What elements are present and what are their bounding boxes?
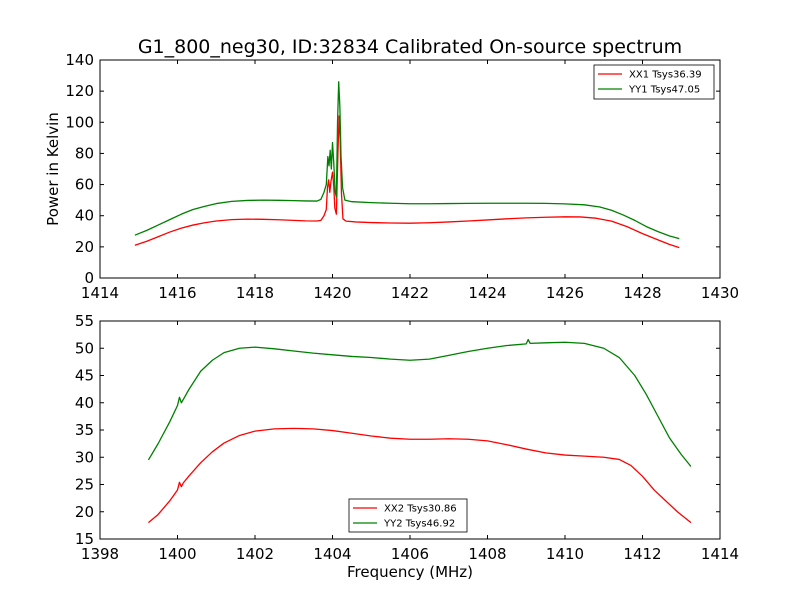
bottom-series-line-xx2	[148, 427, 692, 524]
top-x-tick-label: 1416	[158, 284, 196, 302]
bottom-y-tick-label: 55	[75, 312, 94, 330]
bottom-x-tick-label: 1410	[546, 545, 584, 563]
top-legend-label-yy1: YY1 Tsys47.05	[628, 85, 700, 96]
bottom-x-tick-label: 1412	[623, 545, 661, 563]
top-y-tick-label: 100	[65, 113, 94, 131]
bottom-chart: 1398 1400 1402 1404 1406 1408 1410 1412 1414 15 20…	[75, 312, 739, 581]
bottom-series-layer	[147, 338, 692, 524]
bottom-y-tick-label: 40	[75, 394, 94, 412]
top-series-layer	[134, 81, 680, 249]
bottom-y-tick-label: 50	[75, 339, 94, 357]
bottom-y-tick-label: 35	[75, 421, 94, 439]
top-series-line-yy1	[134, 81, 680, 240]
top-y-tick-label: 20	[75, 238, 94, 256]
bottom-y-tick-label: 45	[75, 367, 94, 385]
top-ticks-layer: 1414 1416 1418 1420 1422 1424 1426 1428 1430 0 20 4…	[65, 51, 739, 302]
bottom-ticks-layer: 1398 1400 1402 1404 1406 1408 1410 1412 1414 15 20…	[75, 312, 739, 563]
bottom-legend-label-xx2: XX2 Tsys30.86	[384, 504, 457, 515]
top-legend-label-xx1: XX1 Tsys36.39	[629, 70, 702, 81]
bottom-series-line-yy2	[147, 338, 692, 467]
bottom-y-tick-label: 15	[75, 530, 94, 548]
chart-title: G1_800_neg30, ID:32834 Calibrated On-sou…	[138, 36, 682, 58]
top-x-tick-label: 1424	[468, 284, 506, 302]
top-y-tick-label: 40	[75, 207, 94, 225]
bottom-y-tick-label: 20	[75, 503, 94, 521]
bottom-x-tick-label: 1402	[236, 545, 274, 563]
bottom-x-axis-label: Frequency (MHz)	[347, 563, 473, 581]
top-x-tick-label: 1414	[81, 284, 119, 302]
bottom-y-tick-label: 30	[75, 448, 94, 466]
top-chart: 1414 1416 1418 1420 1422 1424 1426 1428 1430 0 20 4…	[44, 51, 739, 302]
top-x-tick-label: 1422	[391, 284, 429, 302]
top-x-tick-label: 1428	[623, 284, 661, 302]
top-y-tick-label: 0	[84, 269, 94, 287]
top-legend-box	[593, 64, 715, 100]
bottom-x-tick-label: 1406	[391, 545, 429, 563]
top-legend: XX1 Tsys36.39 YY1 Tsys47.05	[593, 64, 715, 100]
top-x-tick-label: 1420	[313, 284, 351, 302]
bottom-x-tick-label: 1400	[158, 545, 196, 563]
top-y-axis-label: Power in Kelvin	[44, 112, 62, 226]
bottom-legend: XX2 Tsys30.86 YY2 Tsys46.92	[348, 498, 468, 533]
bottom-x-tick-label: 1404	[313, 545, 351, 563]
bottom-x-tick-label: 1414	[701, 545, 739, 563]
top-x-tick-label: 1426	[546, 284, 584, 302]
top-y-tick-label: 60	[75, 176, 94, 194]
bottom-y-tick-label: 25	[75, 476, 94, 494]
bottom-legend-label-yy2: YY2 Tsys46.92	[383, 519, 455, 530]
bottom-legend-box	[348, 498, 468, 533]
bottom-x-tick-label: 1398	[81, 545, 119, 563]
top-x-tick-label: 1418	[236, 284, 274, 302]
top-y-tick-label: 80	[75, 144, 94, 162]
top-y-tick-label: 140	[65, 51, 94, 69]
bottom-x-tick-label: 1408	[468, 545, 506, 563]
top-x-tick-label: 1430	[701, 284, 739, 302]
top-y-tick-label: 120	[65, 82, 94, 100]
